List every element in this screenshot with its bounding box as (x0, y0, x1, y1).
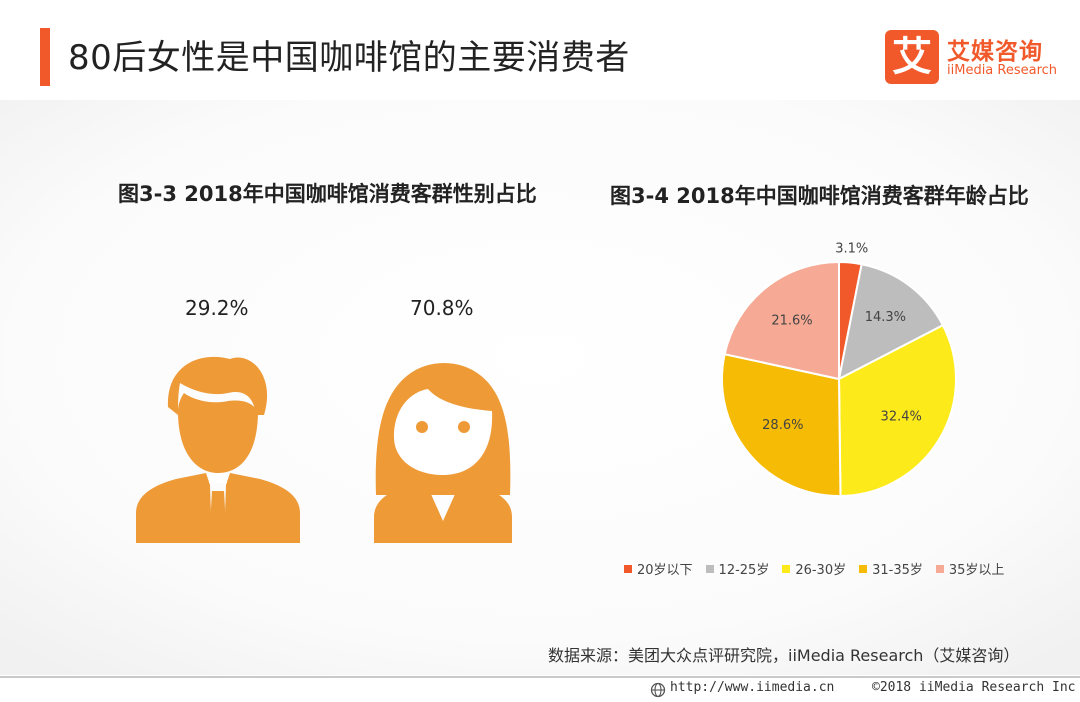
legend-swatch (624, 565, 632, 573)
legend-swatch (782, 565, 791, 573)
legend-label: 20岁以下 (637, 563, 693, 578)
figure-3-3-title: 图3-3 2018年中国咖啡馆消费客群性别占比 (118, 182, 537, 206)
pie-label-1: 3.1% (835, 242, 868, 257)
iimedia-logo: 艾 艾媒咨询 iiMedia Research (885, 30, 1058, 86)
pie-slice-3 (837, 323, 957, 498)
legend-swatch (859, 565, 868, 573)
logo-english-name: iiMedia Research (947, 63, 1058, 78)
pie-label-3: 32.4% (881, 409, 922, 424)
pie-label-4: 28.6% (762, 418, 803, 433)
legend-item-1: 20岁以下 (624, 559, 693, 578)
logo-mark: 艾 (885, 30, 939, 84)
logo-chinese-name: 艾媒咨询 (947, 39, 1043, 65)
figure-3-4-title: 图3-4 2018年中国咖啡馆消费客群年龄占比 (610, 184, 1029, 208)
legend-swatch (705, 565, 714, 573)
chart-legend: 20岁以下 12-25岁 26-30岁 31-35岁 35岁以上 (624, 559, 1017, 578)
legend-item-5: 35岁以上 (935, 559, 1005, 578)
pie-slice-2 (837, 263, 945, 381)
male-person-icon (136, 356, 300, 543)
legend-label: 35岁以上 (948, 563, 1005, 578)
footer-divider (0, 676, 1080, 678)
page-title: 80后女性是中国咖啡馆的主要消费者 (68, 38, 630, 78)
legend-item-3: 26-30岁 (782, 559, 846, 578)
title-accent-bar (40, 28, 50, 86)
pie-label-5: 21.6% (771, 314, 812, 329)
female-percentage: 70.8% (410, 296, 474, 320)
male-percentage: 29.2% (185, 296, 249, 320)
legend-item-4: 31-35岁 (859, 559, 923, 578)
pie-slice-5 (723, 260, 840, 381)
legend-label: 31-35岁 (872, 563, 923, 578)
legend-label: 12-25岁 (718, 563, 770, 578)
website-link[interactable]: http://www.iimedia.cn (670, 680, 835, 695)
pie-label-2: 14.3% (865, 310, 906, 325)
legend-swatch (935, 565, 944, 573)
legend-item-2: 12-25岁 (705, 559, 770, 578)
copyright: ©2018 iiMedia Research Inc (872, 680, 1076, 695)
globe-icon (650, 682, 666, 698)
female-person-icon (374, 363, 512, 543)
pie-slice-4 (721, 353, 842, 497)
data-source: 数据来源：美团大众点评研究院，iiMedia Research（艾媒咨询） (548, 646, 1020, 665)
legend-label: 26-30岁 (795, 563, 847, 578)
